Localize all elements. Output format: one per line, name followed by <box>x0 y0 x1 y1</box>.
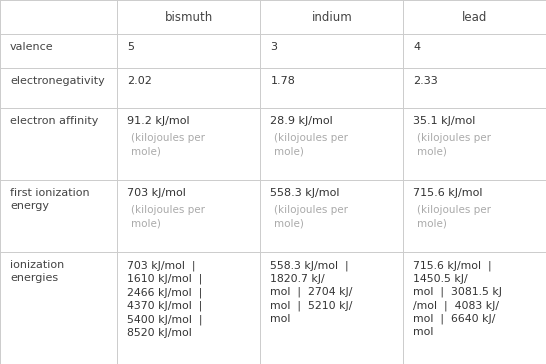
Text: 91.2 kJ/mol: 91.2 kJ/mol <box>127 116 190 126</box>
Text: (kilojoules per
mole): (kilojoules per mole) <box>418 133 491 157</box>
Text: 703 kJ/mol: 703 kJ/mol <box>127 188 186 198</box>
Text: electronegativity: electronegativity <box>10 76 105 86</box>
Text: 5: 5 <box>127 42 134 52</box>
Text: lead: lead <box>462 11 488 24</box>
Text: 1.78: 1.78 <box>270 76 295 86</box>
Text: 715.6 kJ/mol  |
1450.5 kJ/
mol  |  3081.5 kJ
/mol  |  4083 kJ/
mol  |  6640 kJ/
: 715.6 kJ/mol | 1450.5 kJ/ mol | 3081.5 k… <box>413 260 502 337</box>
Text: (kilojoules per
mole): (kilojoules per mole) <box>132 205 205 229</box>
Text: 2.02: 2.02 <box>127 76 152 86</box>
Text: 715.6 kJ/mol: 715.6 kJ/mol <box>413 188 483 198</box>
Text: 3: 3 <box>270 42 277 52</box>
Text: bismuth: bismuth <box>165 11 213 24</box>
Text: (kilojoules per
mole): (kilojoules per mole) <box>275 205 348 229</box>
Text: 558.3 kJ/mol  |
1820.7 kJ/
mol  |  2704 kJ/
mol  |  5210 kJ/
mol: 558.3 kJ/mol | 1820.7 kJ/ mol | 2704 kJ/… <box>270 260 353 324</box>
Text: electron affinity: electron affinity <box>10 116 98 126</box>
Text: first ionization
energy: first ionization energy <box>10 188 90 211</box>
Text: 2.33: 2.33 <box>413 76 438 86</box>
Text: (kilojoules per
mole): (kilojoules per mole) <box>418 205 491 229</box>
Text: (kilojoules per
mole): (kilojoules per mole) <box>132 133 205 157</box>
Text: 28.9 kJ/mol: 28.9 kJ/mol <box>270 116 333 126</box>
Text: 703 kJ/mol  |
1610 kJ/mol  |
2466 kJ/mol  |
4370 kJ/mol  |
5400 kJ/mol  |
8520 k: 703 kJ/mol | 1610 kJ/mol | 2466 kJ/mol |… <box>127 260 203 338</box>
Text: 35.1 kJ/mol: 35.1 kJ/mol <box>413 116 476 126</box>
Text: 558.3 kJ/mol: 558.3 kJ/mol <box>270 188 340 198</box>
Text: ionization
energies: ionization energies <box>10 260 64 283</box>
Text: indium: indium <box>312 11 352 24</box>
Text: valence: valence <box>10 42 54 52</box>
Text: 4: 4 <box>413 42 420 52</box>
Text: (kilojoules per
mole): (kilojoules per mole) <box>275 133 348 157</box>
